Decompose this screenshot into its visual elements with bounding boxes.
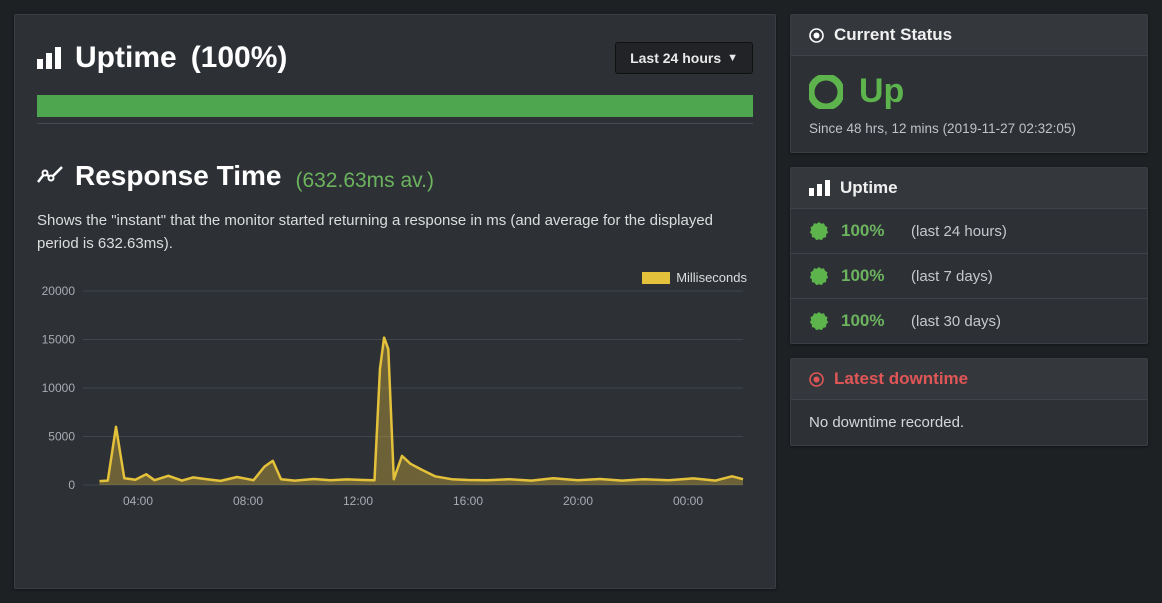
response-time-desc: Shows the "instant" that the monitor sta… xyxy=(37,209,753,256)
response-time-avg: (632.63ms av.) xyxy=(295,169,434,193)
svg-text:00:00: 00:00 xyxy=(673,494,703,508)
chevron-down-icon: ▼ xyxy=(727,52,738,64)
svg-text:16:00: 16:00 xyxy=(453,494,483,508)
downtime-body: No downtime recorded. xyxy=(791,400,1147,445)
bars-icon xyxy=(809,180,830,196)
uptime-title-text: Uptime xyxy=(75,41,177,75)
certificate-icon xyxy=(809,311,829,331)
uptime-card-header-text: Uptime xyxy=(840,178,898,198)
uptime-row: 100% (last 30 days) xyxy=(791,298,1147,343)
svg-text:08:00: 08:00 xyxy=(233,494,263,508)
response-time-header: Response Time (632.63ms av.) xyxy=(37,160,753,193)
uptime-list: 100%(last 24 hours)100%(last 7 days)100%… xyxy=(791,209,1147,343)
uptime-period: (last 7 days) xyxy=(911,268,993,285)
uptime-row: 100% (last 7 days) xyxy=(791,253,1147,298)
uptime-period: (last 30 days) xyxy=(911,313,1001,330)
uptime-pct: 100% xyxy=(841,221,899,241)
record-icon xyxy=(809,28,824,43)
downtime-card-header-text: Latest downtime xyxy=(834,369,968,389)
uptime-card: Uptime 100% (last 24 hours) 100% (last 7 da… xyxy=(790,167,1148,344)
side-column: Current Status Up Since 48 hrs, 12 mins … xyxy=(790,14,1148,589)
certificate-icon xyxy=(809,221,829,241)
time-range-button[interactable]: Last 24 hours ▼ xyxy=(615,42,753,74)
current-status-header-text: Current Status xyxy=(834,25,952,45)
uptime-pct: 100% xyxy=(841,311,899,331)
current-status-card: Current Status Up Since 48 hrs, 12 mins … xyxy=(790,14,1148,153)
divider xyxy=(37,123,753,124)
uptime-row: 100% (last 24 hours) xyxy=(791,209,1147,253)
svg-text:10000: 10000 xyxy=(42,381,76,395)
svg-text:12:00: 12:00 xyxy=(343,494,373,508)
bars-icon xyxy=(37,47,61,69)
svg-text:20:00: 20:00 xyxy=(563,494,593,508)
current-status-header: Current Status xyxy=(791,15,1147,56)
chart-svg: 0 5000 10000 15000 20000 04:00 08:00 12:00 16:00… xyxy=(37,285,751,511)
uptime-pct: 100% xyxy=(841,266,899,286)
status-value-text: Up xyxy=(859,72,904,111)
status-value: Up xyxy=(809,72,1129,111)
uptime-period: (last 24 hours) xyxy=(911,223,1007,240)
main-panel: Uptime (100%) Last 24 hours ▼ Response T… xyxy=(14,14,776,589)
legend-label: Milliseconds xyxy=(676,270,747,285)
svg-text:5000: 5000 xyxy=(48,429,75,443)
uptime-pct: (100%) xyxy=(191,41,288,75)
certificate-icon xyxy=(809,266,829,286)
downtime-card: Latest downtime No downtime recorded. xyxy=(790,358,1148,446)
uptime-header: Uptime (100%) Last 24 hours ▼ xyxy=(37,15,753,95)
record-icon xyxy=(809,372,824,387)
legend-swatch xyxy=(642,272,670,284)
svg-text:0: 0 xyxy=(68,478,75,492)
downtime-card-header: Latest downtime xyxy=(791,359,1147,400)
svg-text:15000: 15000 xyxy=(42,332,76,346)
chart-legend: Milliseconds xyxy=(37,270,753,285)
time-range-label: Last 24 hours xyxy=(630,50,721,66)
response-time-title: Response Time xyxy=(37,160,281,192)
svg-text:04:00: 04:00 xyxy=(123,494,153,508)
status-since: Since 48 hrs, 12 mins (2019-11-27 02:32:… xyxy=(809,121,1129,136)
svg-text:20000: 20000 xyxy=(42,285,76,298)
response-time-title-text: Response Time xyxy=(75,160,281,192)
chart-line-icon xyxy=(37,165,63,187)
uptime-title: Uptime (100%) xyxy=(37,41,287,75)
status-up-icon xyxy=(809,75,843,109)
uptime-card-header: Uptime xyxy=(791,168,1147,209)
current-status-body: Up Since 48 hrs, 12 mins (2019-11-27 02:… xyxy=(791,56,1147,152)
uptime-bar xyxy=(37,95,753,117)
response-time-chart: Milliseconds 0 5000 10000 15000 20000 04:00 08… xyxy=(37,270,753,511)
